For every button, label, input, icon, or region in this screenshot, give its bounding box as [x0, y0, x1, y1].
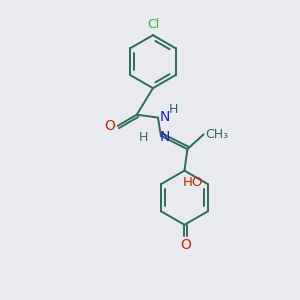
- Text: Cl: Cl: [147, 18, 159, 31]
- Text: CH₃: CH₃: [205, 128, 228, 141]
- Text: HO: HO: [183, 176, 203, 189]
- Text: O: O: [180, 238, 191, 252]
- Text: H: H: [169, 103, 178, 116]
- Text: O: O: [104, 119, 115, 133]
- Text: N: N: [160, 130, 170, 144]
- Text: H: H: [139, 131, 148, 144]
- Text: N: N: [159, 110, 169, 124]
